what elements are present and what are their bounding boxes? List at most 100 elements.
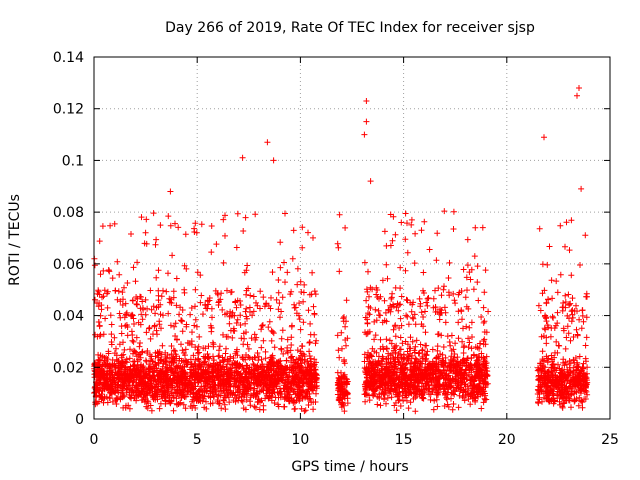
data-point: [398, 293, 405, 300]
data-point: [130, 350, 136, 357]
data-point: [557, 369, 564, 376]
data-point: [270, 330, 277, 337]
data-point: [166, 295, 173, 302]
data-point: [171, 323, 178, 330]
data-point: [584, 364, 591, 371]
data-point: [274, 369, 280, 376]
data-point: [173, 353, 180, 360]
data-point: [189, 329, 195, 336]
data-point: [449, 406, 456, 413]
data-point: [134, 301, 141, 308]
data-point: [190, 352, 197, 359]
data-point: [134, 382, 140, 389]
data-point: [562, 359, 569, 365]
data-point: [365, 303, 372, 310]
data-point: [190, 389, 197, 396]
data-point: [544, 384, 551, 391]
data-point: [151, 323, 158, 330]
data-point: [444, 333, 451, 340]
data-point: [214, 362, 221, 369]
data-point: [550, 314, 557, 321]
data-point: [135, 319, 142, 326]
data-point: [472, 224, 479, 231]
data-point: [375, 362, 382, 369]
data-point: [103, 394, 110, 400]
data-point: [165, 310, 172, 317]
data-point: [224, 310, 230, 317]
data-point: [361, 365, 368, 372]
data-point: [92, 296, 98, 303]
data-point: [210, 379, 216, 386]
data-point: [165, 378, 172, 384]
data-point: [260, 294, 267, 301]
data-point: [373, 349, 380, 356]
data-point: [243, 305, 250, 312]
data-point: [119, 364, 126, 371]
data-point: [484, 368, 491, 375]
data-point: [420, 269, 427, 276]
data-point: [227, 327, 234, 334]
data-point: [575, 402, 582, 409]
data-point: [417, 300, 424, 307]
data-point: [192, 383, 199, 390]
data-point: [170, 347, 177, 354]
data-point: [444, 401, 451, 408]
data-point: [311, 356, 318, 363]
data-point: [104, 288, 111, 295]
data-point: [383, 336, 390, 343]
data-point: [336, 382, 343, 389]
data-point: [137, 351, 144, 357]
data-point: [405, 405, 412, 412]
data-point: [582, 342, 589, 349]
data-point: [582, 383, 589, 390]
data-point: [450, 290, 457, 297]
data-point: [426, 381, 433, 388]
data-point: [120, 339, 126, 346]
data-point: [102, 380, 109, 387]
data-point: [281, 403, 287, 410]
data-point: [389, 290, 396, 297]
data-point: [241, 269, 248, 276]
data-point: [174, 364, 181, 371]
data-point: [202, 345, 209, 352]
data-point: [99, 395, 106, 402]
data-point: [311, 376, 318, 383]
data-point: [402, 267, 409, 274]
data-point: [240, 365, 247, 372]
data-point: [108, 386, 115, 393]
data-point: [232, 361, 239, 368]
data-point: [404, 297, 411, 304]
data-point: [411, 349, 418, 356]
data-point: [197, 299, 204, 306]
data-point: [237, 312, 244, 319]
data-point: [257, 399, 263, 406]
data-point: [262, 348, 269, 355]
data-point: [136, 374, 143, 381]
data-point: [192, 286, 199, 293]
data-point: [377, 402, 384, 409]
data-point: [370, 387, 377, 394]
data-point: [412, 377, 419, 384]
data-point: [179, 381, 185, 388]
data-point: [165, 270, 171, 277]
data-point: [147, 402, 154, 409]
data-point: [570, 383, 577, 390]
data-point: [343, 297, 350, 304]
data-point: [247, 292, 254, 299]
data-point: [412, 355, 419, 362]
data-point: [268, 294, 274, 301]
data-point: [420, 314, 427, 320]
data-point: [286, 394, 293, 401]
data-point: [237, 322, 244, 328]
data-point: [553, 338, 560, 345]
data-point: [399, 388, 406, 395]
data-point: [385, 359, 392, 366]
data-point: [398, 354, 405, 361]
data-point: [435, 376, 442, 383]
data-point: [183, 358, 190, 365]
data-point: [338, 401, 345, 408]
data-point: [251, 380, 258, 387]
data-point: [113, 384, 120, 391]
data-point: [287, 384, 294, 391]
data-point: [418, 321, 425, 328]
